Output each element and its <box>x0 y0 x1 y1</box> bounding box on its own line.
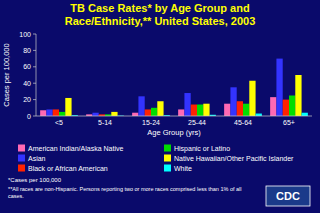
x-tick-label: 25-44 <box>188 119 206 126</box>
legend-label: Black or African American <box>28 165 108 172</box>
bar <box>40 110 46 116</box>
bar <box>65 98 71 116</box>
bar <box>151 108 157 116</box>
bar <box>249 81 255 116</box>
legend-label: Hispanic or Latino <box>174 145 230 153</box>
bar <box>145 109 151 116</box>
bar <box>191 105 197 116</box>
footnote: *Cases per 100,000 <box>8 177 62 183</box>
x-tick-label: 45-64 <box>234 119 252 126</box>
y-axis-label: Cases per 100,000 <box>2 43 11 106</box>
background <box>0 0 320 213</box>
logo-box <box>266 186 310 206</box>
x-tick-label: <5 <box>55 119 63 126</box>
bar <box>237 101 243 116</box>
bar <box>256 114 262 116</box>
legend-swatch <box>18 155 25 162</box>
bar <box>270 97 276 116</box>
bars <box>40 59 308 116</box>
bar <box>59 112 65 116</box>
bar <box>178 109 184 116</box>
legend-swatch <box>164 145 171 152</box>
bar <box>197 105 203 116</box>
legend-label: Asian <box>28 155 46 162</box>
bar <box>283 100 289 116</box>
y-tick-label: 60 <box>23 63 31 70</box>
bar <box>132 113 138 116</box>
bar <box>111 112 117 116</box>
bar <box>295 75 301 116</box>
y-axis-line <box>36 34 37 116</box>
legend: American Indian/Alaska Native Asian Black … <box>18 145 294 172</box>
footnote-line: **All races are non-Hispanic. Persons re… <box>8 186 242 192</box>
title: TB Case Rates* by Age Group andRace/Ethn… <box>65 2 256 27</box>
y-tick <box>33 66 36 67</box>
y-tick-label: 40 <box>23 80 31 87</box>
y-tick-label: 20 <box>23 96 31 103</box>
legend-label: American Indian/Alaska Native <box>28 145 123 152</box>
y-tick-label: 0 <box>27 113 31 120</box>
chart: TB Case Rates* by Age Group andRace/Ethn… <box>0 0 320 213</box>
bar <box>184 93 190 116</box>
bar <box>276 59 282 116</box>
y-tick <box>33 116 36 117</box>
y-tick-label: 100 <box>19 31 31 38</box>
bar <box>46 109 52 116</box>
y-tick <box>33 83 36 84</box>
logo-text: CDC <box>276 190 300 202</box>
bar <box>203 104 209 116</box>
x-axis-label: Age Group (yrs) <box>147 128 201 137</box>
x-tick-label: 65+ <box>283 119 295 126</box>
bar <box>289 96 295 117</box>
title-line: TB Case Rates* by Age Group and <box>70 2 249 14</box>
footnote: **All races are non-Hispanic. Persons re… <box>8 186 242 199</box>
legend-swatch <box>18 165 25 172</box>
bar <box>157 101 163 116</box>
y-tick <box>33 99 36 100</box>
x-tick-label: 5-14 <box>98 119 112 126</box>
bar <box>92 113 98 116</box>
x-axis-line <box>36 116 312 117</box>
bar <box>53 109 59 116</box>
bar <box>230 87 236 116</box>
bar <box>224 104 230 116</box>
bar <box>138 96 144 116</box>
y-tick-label: 80 <box>23 47 31 54</box>
bar <box>243 104 249 116</box>
title-line: Race/Ethnicity,** United States, 2003 <box>65 15 256 27</box>
x-tick-label: 15-24 <box>142 119 160 126</box>
footnote-line: cases. <box>8 193 24 199</box>
legend-label: White <box>174 165 192 172</box>
legend-swatch <box>164 165 171 172</box>
y-tick <box>33 50 36 51</box>
legend-swatch <box>164 155 171 162</box>
bar <box>302 113 308 116</box>
legend-swatch <box>18 145 25 152</box>
y-tick <box>33 34 36 35</box>
legend-label: Native Hawaiian/Other Pacific Islander <box>174 155 294 162</box>
